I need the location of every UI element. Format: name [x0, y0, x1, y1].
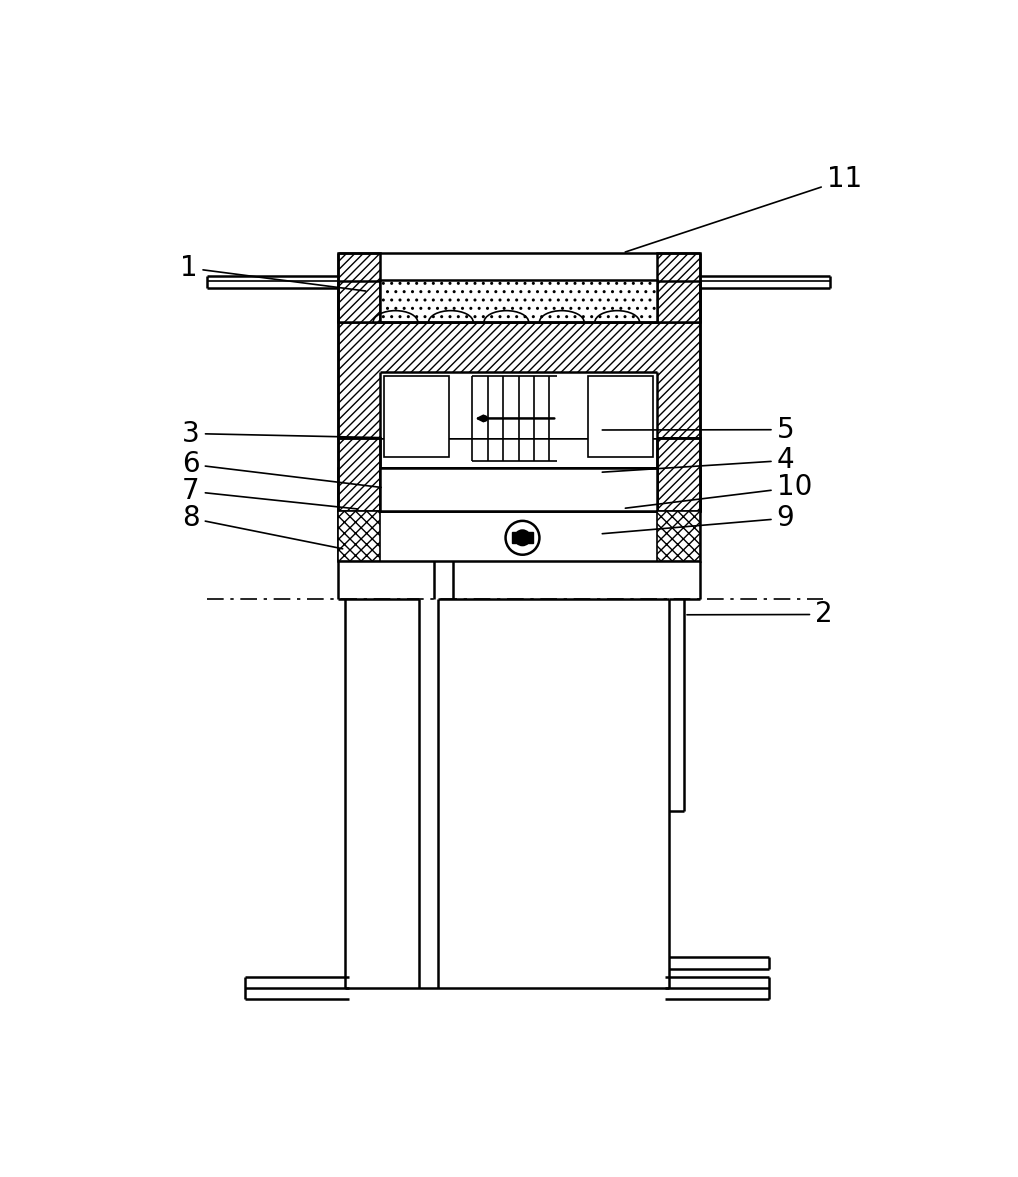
Bar — [338, 322, 699, 438]
Circle shape — [506, 521, 540, 554]
Bar — [384, 377, 449, 457]
Text: 9: 9 — [603, 504, 794, 533]
Text: 4: 4 — [603, 446, 794, 474]
Text: 8: 8 — [182, 504, 343, 548]
Bar — [658, 438, 699, 511]
Bar — [380, 372, 658, 438]
Bar — [380, 280, 658, 322]
Text: 6: 6 — [182, 451, 381, 487]
Polygon shape — [658, 511, 699, 561]
Polygon shape — [338, 511, 380, 561]
Text: 11: 11 — [625, 166, 862, 252]
Bar — [338, 253, 380, 322]
Bar — [588, 377, 654, 457]
Text: 1: 1 — [180, 254, 365, 291]
Text: 2: 2 — [687, 600, 833, 629]
Bar — [338, 511, 699, 561]
Text: 3: 3 — [182, 419, 381, 447]
Bar — [338, 468, 699, 511]
Text: 10: 10 — [625, 473, 812, 508]
Bar — [512, 532, 532, 543]
Bar — [658, 253, 699, 322]
Bar — [380, 468, 658, 511]
Bar — [380, 468, 658, 511]
Text: 5: 5 — [603, 415, 794, 444]
Circle shape — [515, 530, 530, 545]
Bar — [338, 438, 380, 511]
Text: 7: 7 — [182, 478, 358, 508]
